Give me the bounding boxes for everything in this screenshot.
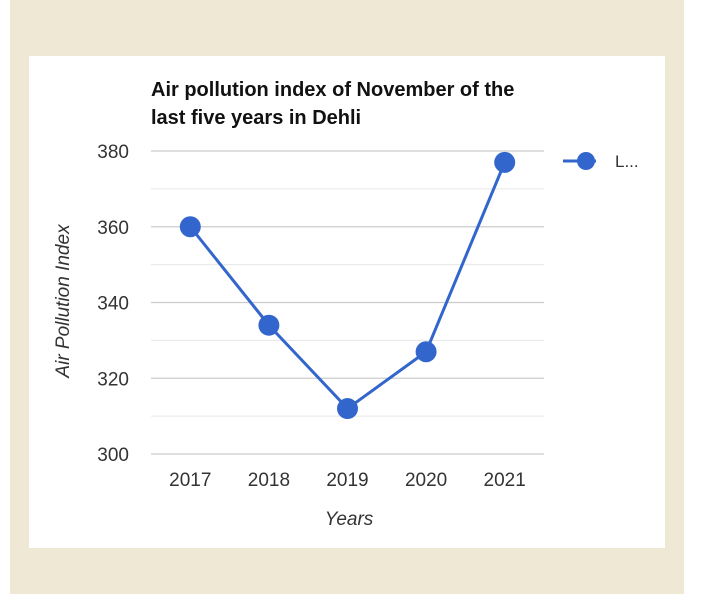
legend-marker	[577, 152, 595, 170]
y-tick-label: 380	[97, 142, 129, 163]
data-point[interactable]	[337, 398, 358, 420]
data-point[interactable]	[179, 216, 201, 238]
x-tick-label: 2018	[248, 470, 290, 491]
y-tick-label: 360	[97, 218, 129, 239]
y-tick-label: 300	[97, 445, 129, 466]
y-tick-labels: 300 320 340 360 380	[97, 142, 129, 466]
y-axis-title: Air Pollution Index	[53, 223, 74, 379]
data-point[interactable]	[494, 151, 516, 173]
data-point[interactable]	[258, 314, 280, 336]
grid-layer	[151, 150, 544, 455]
x-tick-label: 2020	[405, 470, 447, 491]
data-point[interactable]	[415, 341, 437, 363]
x-tick-label: 2017	[169, 470, 211, 491]
x-tick-labels: 2017 2018 2019 2020 2021	[169, 470, 526, 491]
y-tick-label: 340	[97, 294, 129, 315]
legend-label: L...	[615, 152, 639, 171]
x-tick-label: 2021	[484, 470, 526, 491]
legend[interactable]: L...	[563, 152, 639, 171]
chart-title-line-2: last five years in Dehli	[151, 107, 361, 129]
series-layer	[179, 151, 516, 420]
y-tick-label: 320	[97, 369, 129, 390]
series-line	[189, 161, 507, 411]
chart-card: Air pollution index of November of the l…	[29, 56, 665, 548]
chart-title-line-1: Air pollution index of November of the	[151, 79, 514, 101]
x-tick-label: 2019	[326, 470, 368, 491]
line-chart: Air pollution index of November of the l…	[53, 79, 639, 530]
x-axis-title: Years	[325, 509, 374, 530]
